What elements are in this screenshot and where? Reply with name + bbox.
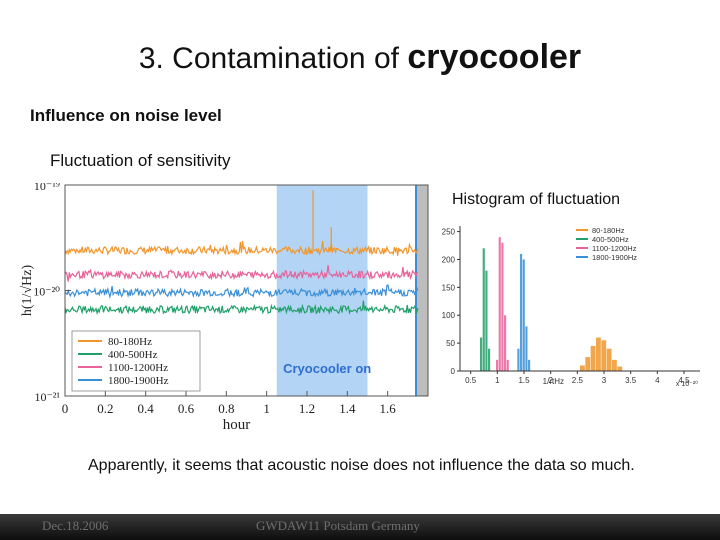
y-tick-label: 10⁻¹⁹ xyxy=(34,183,60,193)
histogram-bar xyxy=(606,348,612,371)
x-tick-label: 4.5 xyxy=(678,376,690,385)
histogram-bar xyxy=(601,340,607,371)
histogram-bar xyxy=(504,315,507,371)
legend-label: 1800-1900Hz xyxy=(108,375,169,387)
sensitivity-chart: 0 0.2 0.4 0.6 0.8 1 1.2 1.4 1.6 10⁻¹⁹ 10⁻²⁰ 10⁻²¹ ho… xyxy=(20,183,429,433)
histogram-bar xyxy=(488,348,491,371)
legend-label: 400-500Hz xyxy=(108,349,158,361)
x-axis-multiplier: x 10⁻²⁰ xyxy=(676,380,698,388)
data-gap-region xyxy=(416,185,428,396)
legend-label: 1100-1200Hz xyxy=(108,362,168,374)
y-tick-label: 10⁻²⁰ xyxy=(33,285,60,299)
series-line-1800-1900hz xyxy=(64,284,419,299)
histogram-bar xyxy=(528,359,531,371)
x-tick-label: 2.5 xyxy=(572,376,584,385)
footer-bar xyxy=(0,514,720,540)
histogram-bar xyxy=(580,365,585,371)
legend-label: 400-500Hz xyxy=(592,235,629,244)
legend-label: 1800-1900Hz xyxy=(592,253,637,262)
x-axis-label: 1/rtHz xyxy=(543,377,564,386)
x-tick-label: 1 xyxy=(263,401,270,416)
series-line-80-180hz xyxy=(64,240,419,257)
x-tick-label: 0.2 xyxy=(97,401,113,416)
histogram-bar xyxy=(496,359,499,371)
histogram-bar xyxy=(517,348,520,371)
histogram-bar xyxy=(596,337,601,371)
histogram-bar xyxy=(506,359,509,371)
slide-title: 3. Contamination of cryocooler xyxy=(0,38,720,77)
histogram-bar xyxy=(585,357,591,371)
x-tick-label: 2 xyxy=(548,376,553,385)
footer-event: GWDAW11 Potsdam Germany xyxy=(256,518,420,533)
y-tick-label: 100 xyxy=(442,311,456,320)
y-tick-label: 10⁻²¹ xyxy=(34,390,60,404)
x-tick-label: 0.5 xyxy=(465,376,477,385)
cryocooler-on-annotation: Cryocooler on xyxy=(283,361,371,376)
conclusion-text: Apparently, it seems that acoustic noise… xyxy=(88,457,635,474)
section-heading: Influence on noise level xyxy=(30,106,222,125)
x-tick-label: 0.6 xyxy=(178,401,195,416)
histogram-chart: 0.5 1 1.5 2 2.5 3 3.5 4 4.5 0 50 100 150 200 250 1/rtHz… xyxy=(442,226,700,388)
histogram-title: Histogram of fluctuation xyxy=(452,191,621,208)
histogram-bar xyxy=(612,359,617,371)
subsection-heading: Fluctuation of sensitivity xyxy=(50,151,231,170)
slide-title-main: cryocooler xyxy=(407,38,582,76)
histogram-bar xyxy=(498,237,501,371)
slide-title-prefix: 3. Contamination of xyxy=(138,42,408,75)
x-tick-label: 1.2 xyxy=(299,401,315,416)
y-tick-label: 0 xyxy=(451,367,456,376)
histogram-bar xyxy=(525,326,528,371)
histogram-bar xyxy=(522,259,525,371)
histogram-bar xyxy=(485,270,488,371)
legend-label: 80-180Hz xyxy=(592,226,625,235)
histogram-bar xyxy=(617,366,623,371)
x-tick-label: 1.5 xyxy=(518,376,530,385)
histogram-bar xyxy=(520,253,523,371)
x-tick-label: 3 xyxy=(602,376,607,385)
x-tick-label: 0.4 xyxy=(138,401,155,416)
y-tick-label: 50 xyxy=(446,339,455,348)
x-tick-label: 0.8 xyxy=(218,401,234,416)
y-tick-label: 200 xyxy=(442,255,456,264)
histogram-bar xyxy=(501,242,504,371)
x-tick-label: 3.5 xyxy=(625,376,637,385)
x-tick-label: 0 xyxy=(62,401,69,416)
x-tick-label: 1.6 xyxy=(380,401,397,416)
legend-label: 80-180Hz xyxy=(108,336,152,348)
series-line-400-500hz xyxy=(64,300,419,316)
legend-label: 1100-1200Hz xyxy=(592,244,637,253)
y-tick-label: 150 xyxy=(442,283,456,292)
x-tick-label: 1.4 xyxy=(339,401,356,416)
footer-date: Dec.18.2006 xyxy=(42,518,109,533)
x-tick-label: 1 xyxy=(495,376,500,385)
x-tick-label: 4 xyxy=(655,376,660,385)
x-axis-label: hour xyxy=(223,417,251,433)
histogram-bar xyxy=(482,248,485,371)
series-line-1100-1200hz xyxy=(64,265,419,282)
histogram-bar xyxy=(590,345,596,371)
y-axis-label: h(1/√Hz) xyxy=(20,265,35,317)
y-tick-label: 250 xyxy=(442,228,456,237)
histogram-bar xyxy=(480,337,483,371)
